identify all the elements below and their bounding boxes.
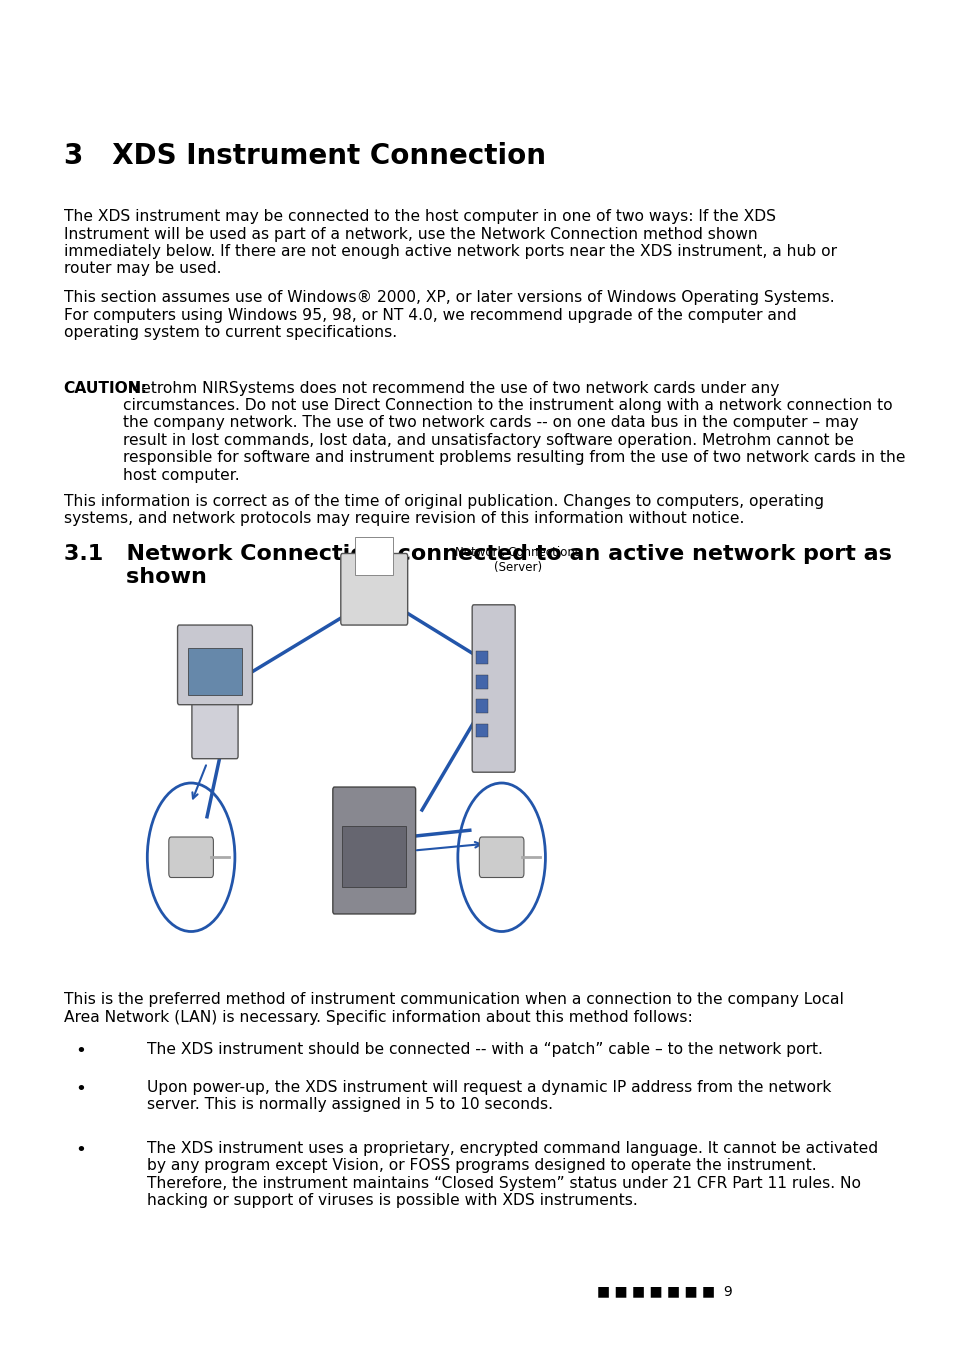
Text: The XDS instrument should be connected -- with a “patch” cable – to the network : The XDS instrument should be connected -… xyxy=(147,1042,822,1057)
FancyBboxPatch shape xyxy=(472,605,515,772)
Bar xyxy=(476,651,488,664)
Text: The XDS instrument may be connected to the host computer in one of two ways: If : The XDS instrument may be connected to t… xyxy=(64,209,836,277)
FancyBboxPatch shape xyxy=(478,837,523,878)
FancyBboxPatch shape xyxy=(192,645,238,759)
Text: •: • xyxy=(75,1042,87,1060)
Text: •: • xyxy=(75,1141,87,1158)
Bar xyxy=(342,826,406,887)
Text: 3   XDS Instrument Connection: 3 XDS Instrument Connection xyxy=(64,142,545,170)
Text: ■ ■ ■ ■ ■ ■ ■  9: ■ ■ ■ ■ ■ ■ ■ 9 xyxy=(597,1285,732,1299)
FancyBboxPatch shape xyxy=(340,554,407,625)
Bar xyxy=(476,699,488,713)
Bar xyxy=(476,724,488,737)
FancyBboxPatch shape xyxy=(169,837,213,878)
Bar xyxy=(355,537,393,575)
Text: This section assumes use of Windows® 2000, XP, or later versions of Windows Oper: This section assumes use of Windows® 200… xyxy=(64,290,834,340)
Bar xyxy=(476,675,488,688)
FancyBboxPatch shape xyxy=(333,787,416,914)
FancyBboxPatch shape xyxy=(177,625,253,705)
Text: •: • xyxy=(75,1080,87,1098)
Text: 3.1   Network Connection, connected to an active network port as
        shown: 3.1 Network Connection, connected to an … xyxy=(64,544,891,587)
Text: The XDS instrument uses a proprietary, encrypted command language. It cannot be : The XDS instrument uses a proprietary, e… xyxy=(147,1141,878,1208)
Bar xyxy=(188,648,242,695)
Text: CAUTION:: CAUTION: xyxy=(64,381,148,396)
Text: This is the preferred method of instrument communication when a connection to th: This is the preferred method of instrume… xyxy=(64,992,842,1025)
Text: This information is correct as of the time of original publication. Changes to c: This information is correct as of the ti… xyxy=(64,494,822,526)
Text: Network Connections
(Server): Network Connections (Server) xyxy=(454,545,580,574)
Text: Upon power-up, the XDS instrument will request a dynamic IP address from the net: Upon power-up, the XDS instrument will r… xyxy=(147,1080,831,1112)
Text: Metrohm NIRSystems does not recommend the use of two network cards under any
cir: Metrohm NIRSystems does not recommend th… xyxy=(123,381,905,483)
